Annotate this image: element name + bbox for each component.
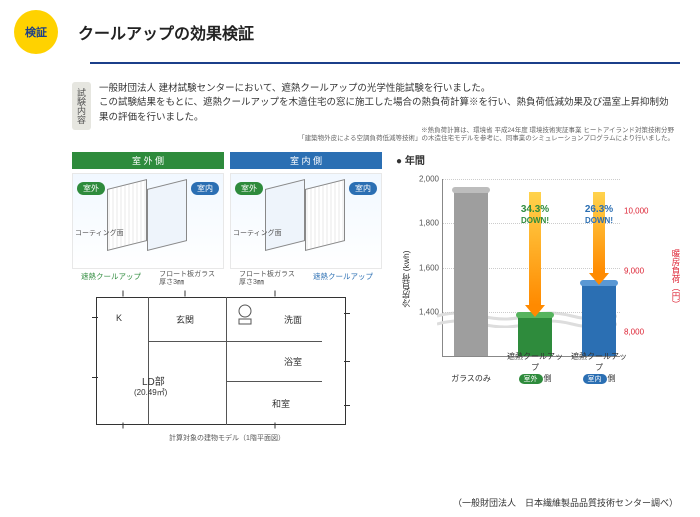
coating-label-1: コーティング面: [75, 228, 124, 238]
source-note: （一般財団法人 日本繊維製品品質技術センター調べ）: [453, 496, 678, 509]
coating-label-2: コーティング面: [233, 228, 282, 238]
fp-room-k: K: [116, 313, 122, 323]
pct-label: 34.3%DOWN!: [510, 204, 560, 226]
fp-room-senmen: 洗面: [284, 313, 302, 326]
ytick-right: 8,000: [624, 327, 650, 336]
fp-room-washitsu: 和室: [272, 397, 290, 410]
glass-label-1b: 厚さ3㎜: [159, 279, 184, 286]
fp-frame: [96, 297, 346, 425]
ytick: 2,000: [413, 174, 439, 183]
screen-glass-1a: [107, 179, 147, 251]
panel-inside: 室 内 側 室外 室内 コーティング面 フロート板ガラス 厚さ3㎜ 遮熱クール: [230, 152, 382, 288]
glass-label-2b: 厚さ3㎜: [239, 279, 264, 286]
screen-glass-2a: [265, 179, 305, 251]
desc-note1: ※熱負荷計算は、環境省 平成24年度 環境技術実証事業 ヒートアイランド対策技術…: [421, 127, 674, 134]
header: 検証 クールアップの効果検証: [0, 0, 700, 62]
scene-inside: 室外 室内 コーティング面: [230, 173, 382, 269]
fp-caption: 計算対象の建物モデル（1階平面図）: [72, 433, 382, 443]
badge-kensho: 検証: [14, 10, 58, 54]
panel-inside-title: 室 内 側: [230, 152, 382, 169]
category-label: 遮熱クールアップ室外側: [505, 351, 565, 384]
pill-outside-1: 室外: [77, 182, 105, 195]
pill-inside-2: 室内: [349, 182, 377, 195]
glass-label-1a: フロート板ガラス: [159, 271, 215, 278]
bar: [454, 191, 488, 356]
desc-tag: 試験内容: [72, 82, 91, 130]
right-column: ● 年間 冷房負荷 (kwh) 暖房負荷（円） 2,0001,8001,6001…: [382, 152, 678, 442]
ytick: 1,600: [413, 263, 439, 272]
annual-chart: 冷房負荷 (kwh) 暖房負荷（円） 2,0001,8001,6001,4001…: [414, 171, 646, 387]
ytick: 1,400: [413, 308, 439, 317]
fp-room-yokushitsu: 浴室: [284, 355, 302, 368]
description-block: 試験内容 一般財団法人 建材試験センターにおいて、遮熱クールアップの光学性能試験…: [72, 82, 678, 144]
content: 試験内容 一般財団法人 建材試験センターにおいて、遮熱クールアップの光学性能試験…: [0, 64, 700, 441]
bar: [518, 316, 552, 356]
pill-inside-1: 室内: [191, 182, 219, 195]
left-column: 室 外 側 室外 室内 コーティング面 遮熱クールアップ フロート板ガラス 厚さ…: [72, 152, 382, 442]
ytick-right: 10,000: [624, 206, 650, 215]
install-diagrams: 室 外 側 室外 室内 コーティング面 遮熱クールアップ フロート板ガラス 厚さ…: [72, 152, 382, 288]
fp-room-genkan: 玄関: [176, 313, 194, 326]
category-label: 遮熱クールアップ室内側: [569, 351, 629, 384]
bar: [582, 284, 616, 355]
chart-title: ● 年間: [396, 152, 678, 167]
floor-plan: K 玄関 洗面 浴室 和室 LD部 (20.49㎡) 計算対象の建物モデル（1階…: [72, 297, 382, 441]
category-label: ガラスのみ: [441, 373, 501, 384]
desc-note2: 「建築物外皮による空調負荷低減等技術」の木造住宅モデルを参考に、同事業のシミュレ…: [298, 135, 674, 142]
ylabel-left: 冷房負荷 (kwh): [400, 250, 412, 307]
pct-label: 26.3%DOWN!: [574, 204, 624, 226]
screen-glass-1b: [147, 179, 187, 251]
screen-label-2: 遮熱クールアップ: [313, 271, 373, 288]
fp-room-ld: LD部: [142, 373, 165, 388]
scene-outside: 室外 室内 コーティング面: [72, 173, 224, 269]
toilet-icon: [236, 303, 254, 327]
panel-outside-title: 室 外 側: [72, 152, 224, 169]
page-title: クールアップの効果検証: [78, 20, 254, 44]
ytick: 1,800: [413, 219, 439, 228]
ylabel-right: 暖房負荷（円）: [670, 249, 682, 309]
pill-outside-2: 室外: [235, 182, 263, 195]
desc-line1: 一般財団法人 建材試験センターにおいて、遮熱クールアップの光学性能試験を行いまし…: [99, 82, 678, 96]
ytick-right: 9,000: [624, 267, 650, 276]
screen-glass-2b: [305, 179, 345, 251]
fp-room-ld-area: (20.49㎡): [134, 387, 167, 398]
glass-label-2a: フロート板ガラス: [239, 271, 295, 278]
panel-outside: 室 外 側 室外 室内 コーティング面 遮熱クールアップ フロート板ガラス 厚さ…: [72, 152, 224, 288]
desc-line2: この試験結果をもとに、遮熱クールアップを木造住宅の窓に施工した場合の熱負荷計算※…: [99, 96, 678, 125]
screen-label-1: 遮熱クールアップ: [81, 271, 141, 288]
plot-area: 2,0001,8001,6001,40010,0009,0008,000ガラスの…: [442, 179, 620, 357]
